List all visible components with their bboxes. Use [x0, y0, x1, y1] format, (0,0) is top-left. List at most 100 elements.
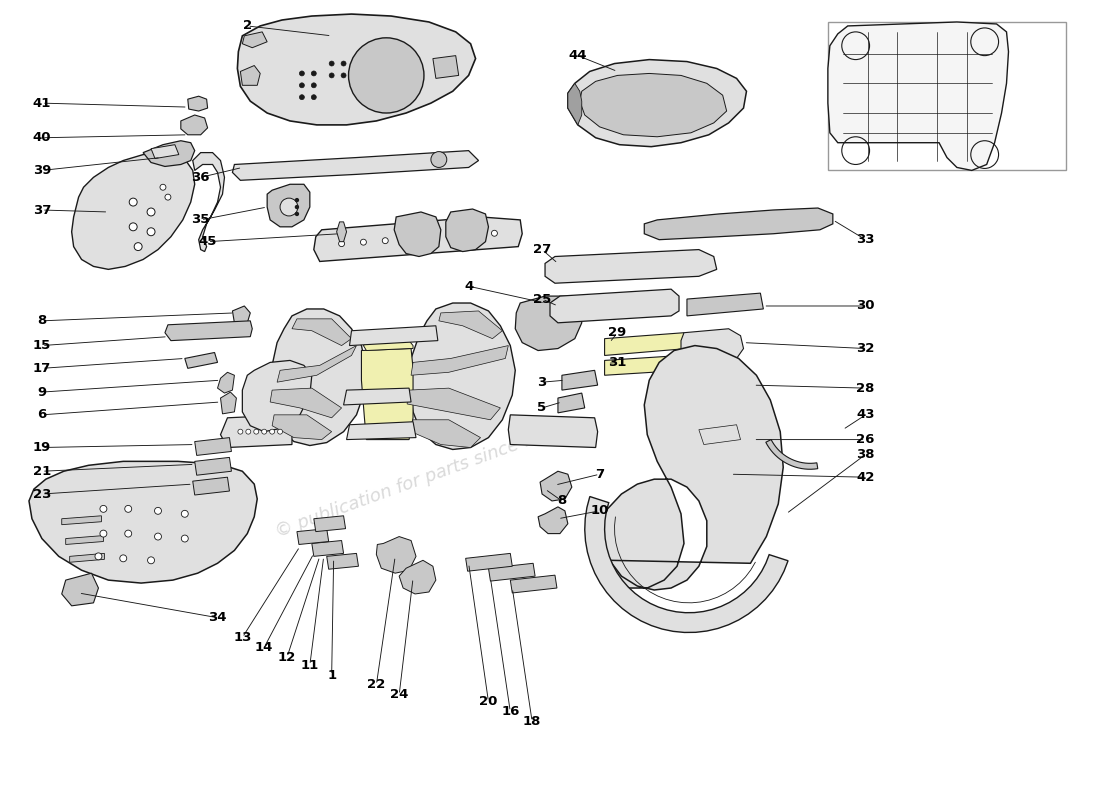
- Circle shape: [431, 152, 447, 167]
- Circle shape: [95, 553, 102, 560]
- Polygon shape: [327, 554, 359, 570]
- Text: 9: 9: [37, 386, 46, 398]
- Text: 3: 3: [538, 376, 547, 389]
- Polygon shape: [180, 115, 208, 134]
- Polygon shape: [433, 56, 459, 78]
- Polygon shape: [407, 388, 500, 420]
- Circle shape: [361, 239, 366, 245]
- Polygon shape: [69, 554, 104, 562]
- Circle shape: [124, 530, 132, 537]
- Text: 11: 11: [300, 658, 319, 672]
- Text: 22: 22: [367, 678, 385, 691]
- Polygon shape: [346, 422, 416, 439]
- Text: 2: 2: [243, 19, 252, 33]
- Circle shape: [341, 61, 346, 66]
- Text: 13: 13: [233, 631, 252, 644]
- Polygon shape: [66, 535, 103, 545]
- Circle shape: [254, 429, 258, 434]
- Polygon shape: [297, 529, 329, 545]
- Polygon shape: [72, 153, 195, 270]
- Text: 45: 45: [198, 235, 217, 248]
- Circle shape: [124, 506, 132, 512]
- Polygon shape: [595, 346, 783, 590]
- Polygon shape: [362, 349, 412, 439]
- Circle shape: [329, 73, 334, 78]
- Polygon shape: [314, 217, 522, 262]
- Text: 44: 44: [569, 49, 587, 62]
- Text: 32: 32: [857, 342, 874, 355]
- Text: 37: 37: [33, 203, 51, 217]
- Circle shape: [404, 236, 410, 242]
- Circle shape: [311, 94, 317, 100]
- Text: 38: 38: [856, 448, 875, 461]
- Text: 25: 25: [532, 293, 551, 306]
- Circle shape: [329, 61, 334, 66]
- Circle shape: [311, 71, 317, 76]
- Polygon shape: [220, 415, 292, 447]
- Polygon shape: [488, 563, 535, 581]
- Polygon shape: [550, 289, 679, 323]
- Circle shape: [100, 506, 107, 512]
- Circle shape: [147, 228, 155, 236]
- Polygon shape: [62, 516, 101, 525]
- Polygon shape: [411, 346, 508, 375]
- Polygon shape: [540, 471, 572, 501]
- Polygon shape: [343, 388, 411, 405]
- Circle shape: [245, 429, 251, 434]
- Circle shape: [129, 223, 138, 230]
- Text: 36: 36: [191, 171, 210, 184]
- Circle shape: [470, 232, 475, 238]
- Circle shape: [147, 557, 154, 564]
- Text: 4: 4: [464, 280, 473, 293]
- Polygon shape: [311, 541, 343, 556]
- Circle shape: [296, 206, 298, 209]
- Circle shape: [296, 213, 298, 215]
- Polygon shape: [272, 415, 332, 439]
- Circle shape: [262, 429, 266, 434]
- Text: © publication for parts since 1985: © publication for parts since 1985: [273, 418, 570, 541]
- Text: 7: 7: [595, 468, 604, 481]
- Polygon shape: [62, 573, 98, 606]
- Circle shape: [277, 429, 283, 434]
- Text: 17: 17: [33, 362, 51, 375]
- Polygon shape: [538, 507, 568, 534]
- Polygon shape: [399, 560, 436, 594]
- Polygon shape: [645, 208, 833, 240]
- Circle shape: [270, 429, 275, 434]
- Polygon shape: [544, 250, 717, 283]
- Polygon shape: [409, 303, 515, 450]
- Polygon shape: [271, 388, 342, 418]
- Polygon shape: [568, 83, 582, 125]
- Polygon shape: [195, 438, 231, 455]
- Circle shape: [426, 234, 432, 241]
- Text: 1: 1: [327, 669, 337, 682]
- Circle shape: [120, 555, 127, 562]
- Text: 24: 24: [390, 688, 408, 702]
- Polygon shape: [376, 537, 416, 573]
- Circle shape: [296, 198, 298, 202]
- Polygon shape: [688, 293, 763, 316]
- Polygon shape: [192, 477, 230, 495]
- Polygon shape: [277, 346, 356, 382]
- Circle shape: [341, 73, 346, 78]
- Polygon shape: [515, 296, 582, 350]
- Text: 30: 30: [856, 299, 875, 313]
- Text: 23: 23: [33, 487, 51, 501]
- Polygon shape: [151, 145, 179, 158]
- Polygon shape: [681, 329, 744, 362]
- Text: 26: 26: [857, 433, 874, 446]
- Polygon shape: [218, 372, 234, 393]
- Polygon shape: [568, 59, 747, 146]
- Polygon shape: [766, 439, 817, 470]
- Text: 5: 5: [538, 402, 547, 414]
- Text: 10: 10: [591, 504, 608, 518]
- Polygon shape: [232, 306, 251, 323]
- Text: 15: 15: [33, 339, 51, 352]
- Polygon shape: [510, 575, 557, 593]
- Polygon shape: [605, 333, 688, 355]
- Text: 8: 8: [558, 494, 566, 507]
- Polygon shape: [220, 392, 236, 414]
- Circle shape: [280, 198, 298, 216]
- Polygon shape: [446, 209, 488, 251]
- Text: 6: 6: [37, 408, 46, 422]
